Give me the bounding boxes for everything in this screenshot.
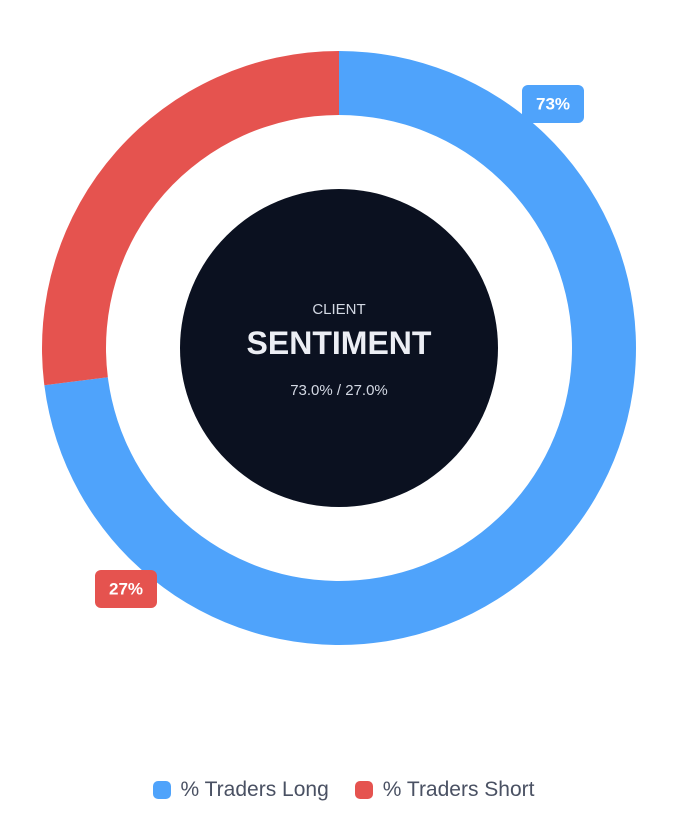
data-label-text-long: 73% (536, 95, 570, 114)
center-disc (180, 189, 498, 507)
data-label-text-short: 27% (109, 580, 143, 599)
doughnut-slices (41, 51, 637, 645)
data-label-short: 27% (95, 570, 157, 608)
center-subtitle: CLIENT (312, 301, 365, 318)
legend-label-long: % Traders Long (180, 778, 329, 801)
data-label-badge-short (95, 570, 157, 608)
center-title: SENTIMENT (247, 325, 432, 361)
data-label-badges: 73% 27% (95, 85, 584, 608)
legend-item-long[interactable]: % Traders Long (152, 778, 329, 802)
legend-item-short[interactable]: % Traders Short (354, 778, 535, 802)
legend-label-short: % Traders Short (382, 778, 535, 801)
data-label-long: 73% (522, 85, 584, 123)
data-label-badge-long (522, 85, 584, 123)
legend-swatch-long (152, 781, 171, 799)
slice-short[interactable] (41, 51, 339, 386)
chart-legend: % Traders Long % Traders Short (0, 776, 687, 804)
legend-swatch-short (354, 781, 373, 799)
center-summary: 73.0% / 27.0% (290, 382, 388, 399)
